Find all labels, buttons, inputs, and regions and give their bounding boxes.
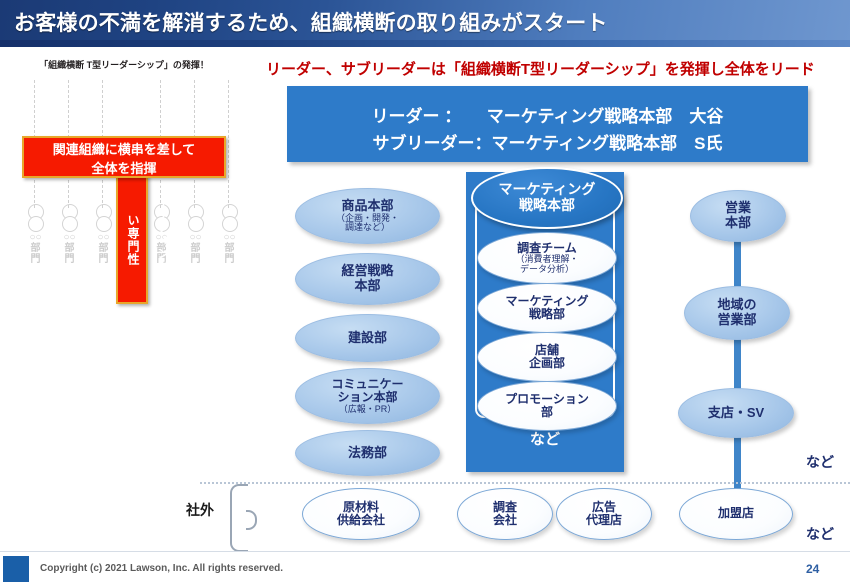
node-line1: 調査 — [492, 499, 517, 514]
brand-mark — [3, 556, 29, 582]
connector-sales-to-regional — [734, 238, 741, 298]
department-column: ○○部門 — [214, 80, 244, 270]
node-research-company[interactable]: 調査 会社 — [457, 488, 553, 540]
external-label: 社外 — [186, 502, 214, 518]
node-marketing-strategy-dept[interactable]: マーケティング 戦略部 — [477, 283, 617, 333]
external-footer: など — [806, 526, 834, 542]
node-line1: 原材料 — [342, 499, 379, 514]
right-column-footer: など — [806, 454, 834, 470]
slide-title-bar: お客様の不満を解消するため、組織横断の取り組みがスタート — [0, 0, 850, 47]
node-product-hq[interactable]: 商品本部 （企画・開発・ 調達など） — [295, 188, 440, 244]
node-line1: 加盟店 — [717, 506, 754, 521]
node-legal-dept[interactable]: 法務部 — [295, 430, 440, 476]
node-line1: 調査チーム — [517, 240, 577, 255]
node-line1: 法務部 — [347, 444, 387, 460]
person-body-icon — [222, 216, 238, 232]
node-line2: 本部 — [724, 215, 751, 230]
subleader-line: サブリーダー：マーケティング戦略本部 S氏 — [372, 134, 723, 153]
t-leadership-horizontal-line2: 全体を指揮 — [91, 161, 157, 176]
department-label: ○○部門 — [189, 232, 202, 265]
node-line1: 広告 — [591, 499, 616, 514]
node-raw-material-supplier[interactable]: 原材料 供給会社 — [302, 488, 420, 540]
department-label: ○○部門 — [97, 232, 110, 265]
node-branch-sv[interactable]: 支店・SV — [678, 388, 794, 438]
department-label: ○○部門 — [63, 232, 76, 265]
node-line1: 営業 — [724, 200, 751, 216]
node-communication-hq[interactable]: コミュニケー ション本部 （広報・PR） — [295, 368, 440, 424]
node-corporate-strategy-hq[interactable]: 経営戦略 本部 — [295, 253, 440, 305]
department-label: ○○部門 — [155, 232, 168, 265]
person-body-icon — [154, 216, 170, 232]
connector-regional-to-branch — [734, 336, 741, 396]
t-leadership-caption: 「組織横断 T型リーダーシップ」の発揮！ — [39, 60, 209, 70]
node-research-team[interactable]: 調査チーム （消費者理解・ データ分析） — [477, 232, 617, 284]
t-leadership-horizontal-bar: 関連組織に横串を差して 全体を指揮 — [22, 136, 226, 178]
internal-external-divider — [200, 482, 850, 484]
node-line1: 店舗 — [534, 342, 559, 357]
t-leadership-horizontal-line1: 関連組織に横串を差して — [52, 142, 196, 157]
copyright-text: Copyright (c) 2021 Lawson, Inc. All righ… — [40, 563, 284, 574]
person-body-icon — [62, 216, 78, 232]
node-line2: 営業部 — [717, 312, 757, 327]
t-leadership-vertical-text: マーケティングの高い専門性 — [126, 181, 170, 299]
t-leadership-vertical-bar: マーケティングの高い専門性 — [116, 174, 170, 304]
node-line2: ション本部 — [337, 390, 398, 405]
leader-assignment-box: リーダー ： マーケティング戦略本部 大谷 サブリーダー：マーケティング戦略本部… — [287, 86, 808, 162]
node-franchise-store[interactable]: 加盟店 — [679, 488, 793, 540]
node-marketing-strategy-hq[interactable]: マーケティング 戦略本部 — [471, 167, 623, 229]
node-line1: 地域の — [717, 297, 757, 313]
person-body-icon — [96, 216, 112, 232]
node-line2: 戦略本部 — [519, 197, 575, 213]
node-ad-agency[interactable]: 広告 代理店 — [556, 488, 652, 540]
page-title: お客様の不満を解消するため、組織横断の取り組みがスタート — [14, 12, 608, 35]
node-sub2: データ分析） — [519, 263, 574, 274]
node-line1: マーケティング — [505, 293, 589, 308]
node-sales-hq[interactable]: 営業 本部 — [690, 190, 786, 242]
connector-branch-to-franchise — [734, 432, 741, 502]
node-line1: 建設部 — [347, 329, 387, 345]
node-line1: 支店・SV — [707, 404, 765, 420]
node-line2: 戦略部 — [528, 307, 565, 321]
page-number: 24 — [806, 562, 820, 576]
department-label: ○○部門 — [29, 232, 42, 265]
node-construction-dept[interactable]: 建設部 — [295, 314, 440, 362]
node-promotion-dept[interactable]: プロモーション 部 — [477, 381, 617, 431]
t-leadership-diagram: 「組織横断 T型リーダーシップ」の発揮！ ○○部門 ○○部門 ○○部門 — [14, 58, 238, 304]
node-regional-sales-dept[interactable]: 地域の 営業部 — [684, 286, 790, 340]
node-line2: 会社 — [492, 513, 517, 527]
person-body-icon — [188, 216, 204, 232]
person-body-icon — [28, 216, 44, 232]
external-brace — [230, 484, 257, 552]
node-line2: 部 — [540, 405, 553, 419]
node-line1: コミュニケー — [331, 376, 404, 391]
leader-line: リーダー ： マーケティング戦略本部 大谷 — [371, 107, 724, 126]
node-store-planning-dept[interactable]: 店舗 企画部 — [477, 332, 617, 382]
department-label: ○○部門 — [223, 232, 236, 265]
node-sub1: （消費者理解・ — [515, 254, 579, 264]
node-line1: マーケティング — [498, 181, 596, 198]
node-line2: 企画部 — [528, 356, 565, 370]
node-line1: 商品本部 — [341, 198, 394, 213]
node-sub1: （広報・PR） — [338, 403, 397, 414]
footer-divider — [0, 551, 850, 552]
node-line2: 代理店 — [585, 513, 622, 527]
section-headline: リーダー、サブリーダーは「組織横断T型リーダーシップ」を発揮し全体をリード — [266, 61, 815, 78]
node-line2: 供給会社 — [336, 513, 385, 527]
node-line1: 経営戦略 — [341, 263, 394, 279]
department-dashed-line — [228, 80, 229, 208]
node-sub1: （企画・開発・ — [335, 212, 399, 223]
node-line1: プロモーション — [505, 391, 589, 406]
node-sub2: 調達など） — [344, 222, 390, 233]
node-line2: 本部 — [354, 278, 381, 293]
center-column-footer: など — [529, 431, 560, 448]
